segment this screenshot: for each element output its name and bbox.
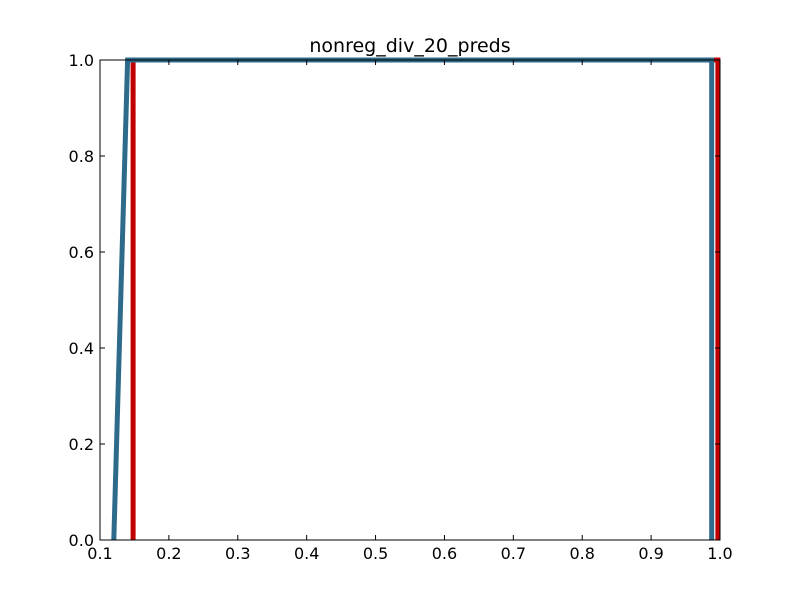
x-tick-label: 0.2: [156, 544, 181, 563]
x-tick-label: 0.8: [569, 544, 594, 563]
y-tick-label: 0.0: [69, 531, 94, 550]
y-tick-label: 0.8: [69, 147, 94, 166]
x-tick-label: 0.3: [225, 544, 250, 563]
y-tick-label: 0.2: [69, 435, 94, 454]
series-line-2: [111, 57, 715, 541]
x-axis: 0.1 0.2 0.3 0.4 0.5 0.6 0.7 0.8 0.9 1.0: [87, 60, 733, 563]
chart-title: nonreg_div_20_preds: [309, 35, 510, 57]
x-tick-label: 0.9: [638, 544, 663, 563]
series-layer: [111, 57, 721, 541]
y-tick-label: 1.0: [69, 51, 94, 70]
x-tick-label: 0.5: [363, 544, 388, 563]
y-tick-label: 0.4: [69, 339, 94, 358]
x-tick-label: 0.4: [294, 544, 319, 563]
x-tick-label: 0.1: [87, 544, 112, 563]
y-tick-label: 0.6: [69, 243, 94, 262]
x-tick-label: 1.0: [707, 544, 732, 563]
y-axis: 0.0 0.2 0.4 0.6 0.8 1.0: [69, 51, 720, 550]
series-line-1: [130, 57, 721, 540]
x-tick-label: 0.7: [501, 544, 526, 563]
x-tick-label: 0.6: [432, 544, 457, 563]
plot-frame: [99, 59, 721, 541]
